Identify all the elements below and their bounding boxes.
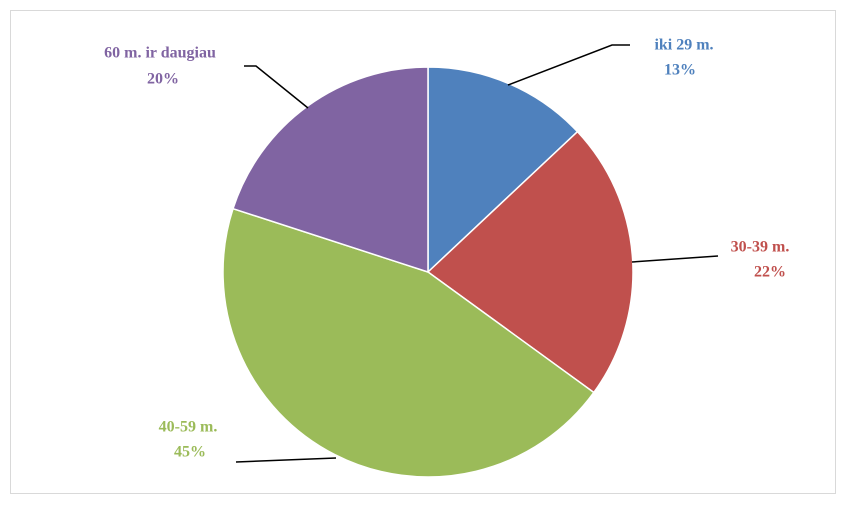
pie-slice: [222, 207, 595, 478]
slice-label: 40-59 m.: [159, 419, 218, 436]
leader-line: [631, 255, 719, 263]
slice-label: 30-39 m.: [731, 239, 790, 256]
slice-label: iki 29 m.: [654, 37, 713, 54]
slice-label: 60 m. ir daugiau: [104, 45, 216, 62]
leader-line: [507, 44, 630, 86]
pie-slice: [232, 66, 429, 274]
leader-line: [244, 65, 309, 109]
slice-value-label: 20%: [147, 71, 179, 88]
slice-value-label: 13%: [664, 62, 696, 79]
leader-line: [235, 457, 337, 463]
slice-value-label: 22%: [754, 264, 786, 281]
pie-slice: [426, 130, 634, 394]
slice-value-label: 45%: [174, 444, 206, 461]
